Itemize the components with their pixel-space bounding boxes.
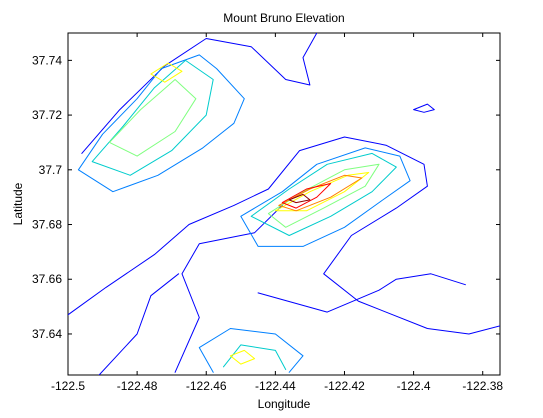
x-tick-label: -122.4	[397, 379, 431, 393]
x-tick-label: -122.42	[324, 379, 365, 393]
contour-line-level-1-3	[98, 273, 180, 375]
x-tick-label: -122.48	[117, 379, 158, 393]
contour-line-level-1-0	[81, 33, 318, 154]
y-tick-label: 37.66	[32, 272, 62, 286]
contour-line-level-2-6	[77, 54, 245, 193]
contour-line-level-1-4	[257, 273, 466, 313]
x-tick-label: -122.38	[462, 379, 503, 393]
y-tick-label: 37.7	[39, 163, 63, 177]
y-tick-label: 37.68	[32, 218, 62, 232]
contour-layer	[68, 33, 500, 375]
contour-line-level-5-14	[150, 62, 183, 83]
y-tick-label: 37.64	[32, 327, 62, 341]
y-tick-label: 37.74	[32, 53, 62, 67]
contour-line-level-7-18	[281, 183, 332, 209]
contour-line-level-2-7	[240, 147, 411, 247]
contour-line-level-1-1	[68, 136, 500, 335]
contour-line-level-5-15	[274, 172, 370, 212]
y-axis-label: Latitude	[11, 182, 25, 225]
x-tick-label: -122.46	[186, 379, 227, 393]
contour-line-level-8-19	[288, 193, 311, 204]
x-tick-label: -122.44	[255, 379, 296, 393]
axes-frame	[67, 32, 501, 376]
chart-title: Mount Bruno Elevation	[223, 11, 344, 25]
contour-line-level-3-9	[91, 59, 214, 176]
contour-line-level-2-8	[198, 328, 304, 373]
x-tick-label: -122.5	[51, 379, 85, 393]
contour-line-level-3-11	[223, 344, 287, 370]
contour-line-level-1-5	[413, 103, 435, 113]
x-axis-ticks: -122.5 -122.48 -122.46 -122.44 -122.42 -122.4…	[51, 33, 503, 393]
contour-line-level-6-17	[278, 174, 363, 212]
contour-line-level-5-16	[229, 349, 256, 365]
contour-line-level-1-2	[174, 204, 283, 373]
y-tick-label: 37.72	[32, 108, 62, 122]
x-axis-label: Longitude	[258, 397, 311, 411]
y-axis-ticks: 37.64 37.66 37.68 37.7 37.72 37.74	[32, 53, 500, 341]
contour-line-level-4-12	[109, 79, 197, 157]
contour-line-level-3-10	[250, 152, 397, 236]
